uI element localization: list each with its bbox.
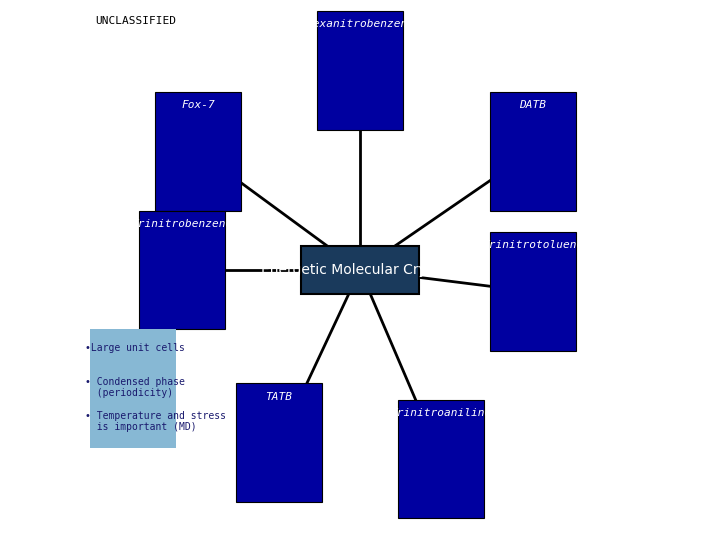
FancyBboxPatch shape	[236, 383, 322, 502]
FancyBboxPatch shape	[317, 11, 403, 130]
Text: UNCLASSIFIED: UNCLASSIFIED	[95, 16, 176, 26]
FancyBboxPatch shape	[155, 92, 241, 211]
Text: Trinitrobenzene: Trinitrobenzene	[131, 219, 233, 229]
Text: Trinitrotoluene: Trinitrotoluene	[482, 240, 583, 251]
Text: Energetic Molecular Crystals: Energetic Molecular Crystals	[261, 263, 459, 277]
FancyBboxPatch shape	[397, 400, 485, 518]
FancyBboxPatch shape	[490, 232, 576, 351]
Text: DATB: DATB	[519, 100, 546, 110]
Text: •Large unit cells: •Large unit cells	[85, 343, 184, 353]
Text: Trinitroaniline: Trinitroaniline	[390, 408, 492, 418]
Text: Hexanitrobenzene: Hexanitrobenzene	[306, 19, 414, 29]
Text: • Condensed phase
  (periodicity): • Condensed phase (periodicity)	[85, 377, 184, 399]
FancyBboxPatch shape	[139, 211, 225, 329]
Text: • Temperature and stress
  is important (MD): • Temperature and stress is important (M…	[85, 411, 225, 433]
Text: TATB: TATB	[266, 392, 292, 402]
FancyBboxPatch shape	[490, 92, 576, 211]
Text: Fox-7: Fox-7	[181, 100, 215, 110]
FancyBboxPatch shape	[301, 246, 419, 294]
FancyBboxPatch shape	[79, 329, 176, 448]
